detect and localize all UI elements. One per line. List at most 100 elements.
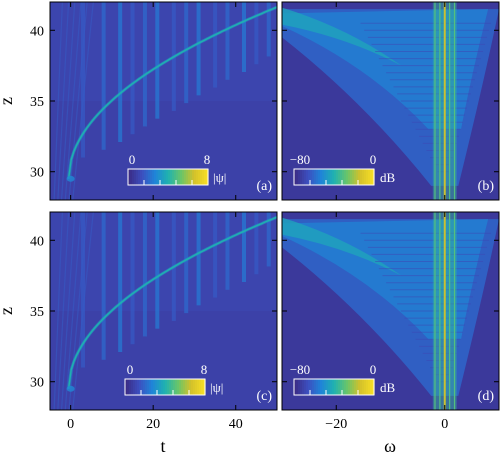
colorbar-swatch [162,169,165,185]
colorbar-swatch [364,169,367,185]
colorbar-swatch [143,379,146,395]
colorbar-swatch [137,379,140,395]
panel-a-colorbar-gradient [128,169,209,185]
colorbar-swatch [366,169,369,185]
x-axis-label-right: ω [384,436,396,456]
colorbar-swatch [360,169,363,185]
fringe-line [60,212,76,410]
fringe-line [72,212,94,410]
radiation-streak [184,2,189,104]
colorbar-swatch [324,169,327,185]
colorbar-swatch [153,379,156,395]
colorbar-swatch [182,169,185,185]
colorbar-swatch [320,169,323,185]
panel-c-colorbar-max: 8 [201,362,208,377]
colorbar-swatch [300,379,303,395]
radiation-streak [266,212,271,267]
colorbar-swatch [179,379,182,395]
dispersive-wave [282,7,402,66]
fringe-line [53,212,63,410]
colorbar-swatch [368,169,371,185]
radiation-streak [155,2,160,119]
colorbar-swatch [165,379,168,395]
collision-spot [66,385,75,392]
colorbar-swatch [356,379,359,395]
colorbar-swatch [338,169,341,185]
panel-c-colorbar-frame [124,378,206,396]
colorbar-swatch [148,169,151,185]
radiation-streak [225,2,230,80]
colorbar-swatch [336,379,339,395]
colorbar-swatch [370,379,373,395]
colorbar-swatch [198,169,201,185]
panel-d-tag: (d) [478,389,495,404]
x-tick-label: 0 [67,417,74,432]
colorbar-swatch [197,379,200,395]
colorbar-swatch [340,169,343,185]
colorbar-swatch [183,379,186,395]
radiation-streak [118,2,123,143]
colorbar-swatch [152,169,155,185]
radiation-streak [130,2,135,135]
panel-d-plot-area [282,212,499,410]
colorbar-swatch [350,169,353,185]
colorbar-swatch [304,169,307,185]
panel-a: 30 35 40 0 8 |ψ| (a) [30,1,278,201]
y-axis-label-top: z [0,97,16,105]
colorbar-swatch [324,379,327,395]
colorbar-swatch [318,379,321,395]
radiation-streak [196,212,201,306]
x-tick-label: −20 [325,417,347,432]
panel-a-plot-area [50,2,277,200]
colorbar-swatch [312,379,315,395]
colorbar-swatch [173,379,176,395]
colorbar-swatch [358,169,361,185]
colorbar-swatch [125,379,128,395]
colorbar-swatch [129,379,132,395]
panel-b-plot-area [282,2,499,200]
panel-c-colorbar-min: 0 [127,362,134,377]
colorbar-swatch [146,169,149,185]
colorbar-swatch [314,379,317,395]
panel-b-tag: (b) [478,179,495,194]
panel-a-tag: (a) [256,179,272,194]
colorbar-swatch [203,379,206,395]
colorbar-swatch [164,169,167,185]
panel-b: −80 0 dB (b) [281,1,500,201]
colorbar-swatch [150,169,153,185]
radiation-streak [155,212,160,329]
colorbar-swatch [368,379,371,395]
colorbar-swatch [342,379,345,395]
colorbar-swatch [142,169,145,185]
colorbar-swatch [294,379,297,395]
colorbar-swatch [362,379,365,395]
panel-a-ticks: 30 35 40 [30,2,277,200]
y-tick-label: 40 [30,234,44,249]
colorbar-swatch [322,379,325,395]
colorbar-swatch [300,169,303,185]
colorbar-swatch [350,379,353,395]
colorbar-swatch [332,169,335,185]
colorbar-swatch [139,379,142,395]
panel-b-colorbar-gradient [294,169,375,185]
panel-b-colorbar-frame [293,168,375,186]
panel-a-colorbar-min: 0 [129,152,136,167]
colorbar-swatch [334,169,337,185]
colorbar-swatch [168,169,171,185]
colorbar-swatch [364,379,367,395]
radiation-streak [241,212,246,283]
colorbar-swatch [330,169,333,185]
colorbar-swatch [294,169,297,185]
colorbar-swatch [360,379,363,395]
colorbar-swatch [338,379,341,395]
colorbar-swatch [328,169,331,185]
colorbar-swatch [135,379,138,395]
colorbar-swatch [191,379,194,395]
colorbar-swatch [322,169,325,185]
panel-a-colorbar-max: 8 [204,152,211,167]
colorbar-swatch [326,169,329,185]
colorbar-swatch [151,379,154,395]
colorbar-swatch [202,169,205,185]
radiation-streak [101,2,106,150]
colorbar-swatch [326,379,329,395]
